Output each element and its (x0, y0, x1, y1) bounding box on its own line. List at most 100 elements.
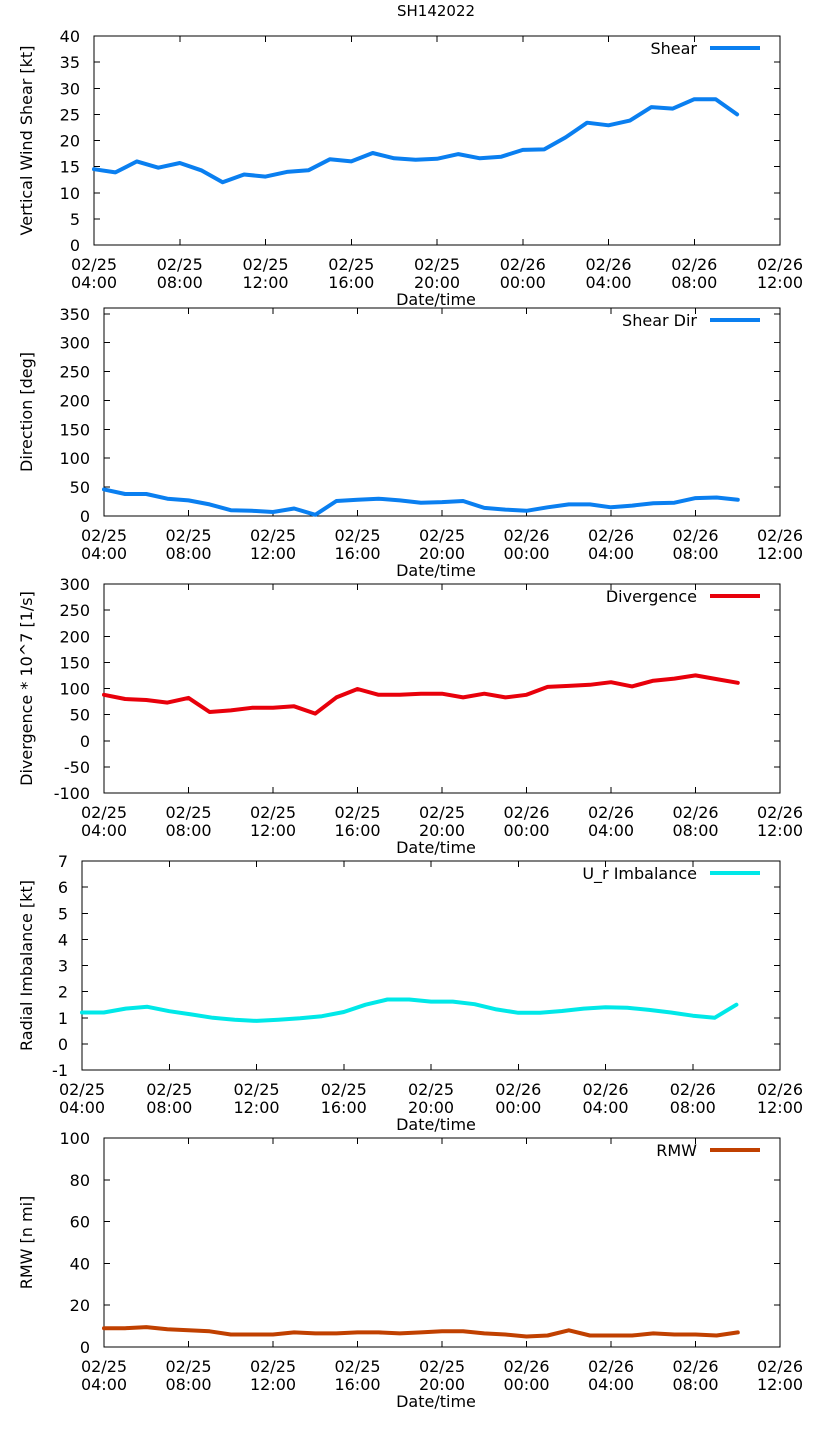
x-tick-time: 12:00 (757, 821, 803, 840)
x-tick-date: 02/25 (165, 1357, 211, 1376)
x-tick-time: 08:00 (157, 273, 203, 292)
y-tick-label: 5 (58, 904, 68, 923)
x-tick-time: 00:00 (495, 1098, 541, 1117)
y-tick-label: 10 (60, 184, 80, 203)
y-tick-label: 7 (58, 852, 68, 871)
x-tick-date: 02/25 (59, 1080, 105, 1099)
y-tick-label: 1 (58, 1009, 68, 1028)
y-tick-label: -50 (64, 758, 90, 777)
x-tick-date: 02/25 (321, 1080, 367, 1099)
x-tick-time: 20:00 (419, 1375, 465, 1394)
x-tick-date: 02/26 (672, 1357, 718, 1376)
y-tick-label: 80 (70, 1171, 90, 1190)
y-tick-label: 100 (59, 1129, 90, 1148)
x-tick-date: 02/26 (588, 803, 634, 822)
x-tick-time: 04:00 (588, 1375, 634, 1394)
x-tick-time: 12:00 (250, 1375, 296, 1394)
y-tick-label: 50 (70, 478, 90, 497)
x-tick-date: 02/26 (585, 255, 631, 274)
x-tick-time: 20:00 (419, 821, 465, 840)
x-tick-time: 04:00 (585, 273, 631, 292)
y-tick-label: 40 (60, 27, 80, 46)
x-tick-date: 02/26 (588, 526, 634, 545)
x-tick-time: 08:00 (670, 1098, 716, 1117)
x-axis-label: Date/time (396, 290, 476, 309)
y-tick-label: 3 (58, 957, 68, 976)
y-tick-label: 25 (60, 105, 80, 124)
x-tick-date: 02/26 (672, 803, 718, 822)
y-tick-label: 150 (59, 653, 90, 672)
x-tick-date: 02/25 (334, 526, 380, 545)
y-tick-label: 0 (80, 507, 90, 526)
x-tick-date: 02/25 (414, 255, 460, 274)
x-tick-date: 02/26 (672, 526, 718, 545)
x-tick-date: 02/25 (328, 255, 374, 274)
x-tick-date: 02/26 (670, 1080, 716, 1099)
y-tick-label: 20 (60, 132, 80, 151)
y-axis-label: Radial Imbalance [kt] (17, 880, 36, 1051)
panel-4: -10123456702/2504:0002/2508:0002/2512:00… (17, 852, 803, 1134)
panel-3: -100-5005010015020025030002/2504:0002/25… (17, 575, 803, 857)
x-tick-time: 12:00 (757, 1375, 803, 1394)
x-tick-time: 20:00 (408, 1098, 454, 1117)
legend-label: U_r Imbalance (582, 864, 697, 884)
x-tick-date: 02/25 (419, 1357, 465, 1376)
x-tick-time: 08:00 (165, 1375, 211, 1394)
x-tick-time: 12:00 (242, 273, 288, 292)
panel-2: 05010015020025030035002/2504:0002/2508:0… (17, 305, 803, 580)
plot-frame (81, 860, 781, 1071)
x-tick-time: 12:00 (757, 273, 803, 292)
x-tick-date: 02/25 (81, 526, 127, 545)
x-tick-time: 12:00 (233, 1098, 279, 1117)
x-tick-date: 02/25 (165, 526, 211, 545)
x-tick-date: 02/25 (146, 1080, 192, 1099)
x-tick-time: 16:00 (321, 1098, 367, 1117)
y-tick-label: 0 (58, 1035, 68, 1054)
x-tick-time: 12:00 (757, 1098, 803, 1117)
legend-label: RMW (656, 1141, 697, 1160)
x-tick-date: 02/25 (233, 1080, 279, 1099)
x-tick-time: 04:00 (588, 544, 634, 563)
plot-frame (103, 1137, 781, 1348)
y-tick-label: -1 (52, 1061, 68, 1080)
y-tick-label: 5 (70, 210, 80, 229)
y-tick-label: 20 (70, 1296, 90, 1315)
plot-frame (93, 35, 781, 246)
x-tick-time: 08:00 (165, 544, 211, 563)
x-tick-date: 02/26 (757, 255, 803, 274)
x-tick-date: 02/25 (250, 803, 296, 822)
x-tick-time: 20:00 (414, 273, 460, 292)
legend-label: Shear (650, 39, 697, 58)
series-line (102, 487, 740, 517)
x-tick-time: 04:00 (81, 544, 127, 563)
x-tick-date: 02/26 (500, 255, 546, 274)
y-axis-label: Direction [deg] (17, 352, 36, 472)
legend-label: Shear Dir (622, 311, 697, 330)
y-tick-label: 6 (58, 878, 68, 897)
x-tick-time: 04:00 (71, 273, 117, 292)
x-tick-date: 02/25 (242, 255, 288, 274)
y-tick-label: 0 (80, 732, 90, 751)
x-tick-date: 02/26 (757, 1357, 803, 1376)
series-line (92, 97, 740, 185)
panel-5: 02040608010002/2504:0002/2508:0002/2512:… (17, 1129, 803, 1411)
x-tick-date: 02/26 (582, 1080, 628, 1099)
y-tick-label: 200 (59, 627, 90, 646)
y-tick-label: 35 (60, 53, 80, 72)
x-tick-time: 00:00 (503, 821, 549, 840)
x-tick-time: 00:00 (503, 1375, 549, 1394)
x-tick-date: 02/25 (408, 1080, 454, 1099)
x-tick-date: 02/25 (71, 255, 117, 274)
x-tick-date: 02/26 (503, 1357, 549, 1376)
x-axis-label: Date/time (396, 838, 476, 857)
y-tick-label: 200 (59, 391, 90, 410)
y-tick-label: 300 (59, 575, 90, 594)
x-tick-date: 02/26 (495, 1080, 541, 1099)
x-tick-time: 08:00 (672, 1375, 718, 1394)
x-tick-time: 00:00 (500, 273, 546, 292)
y-tick-label: 40 (70, 1254, 90, 1273)
x-axis-label: Date/time (396, 561, 476, 580)
x-tick-time: 16:00 (334, 544, 380, 563)
y-tick-label: -100 (54, 784, 90, 803)
